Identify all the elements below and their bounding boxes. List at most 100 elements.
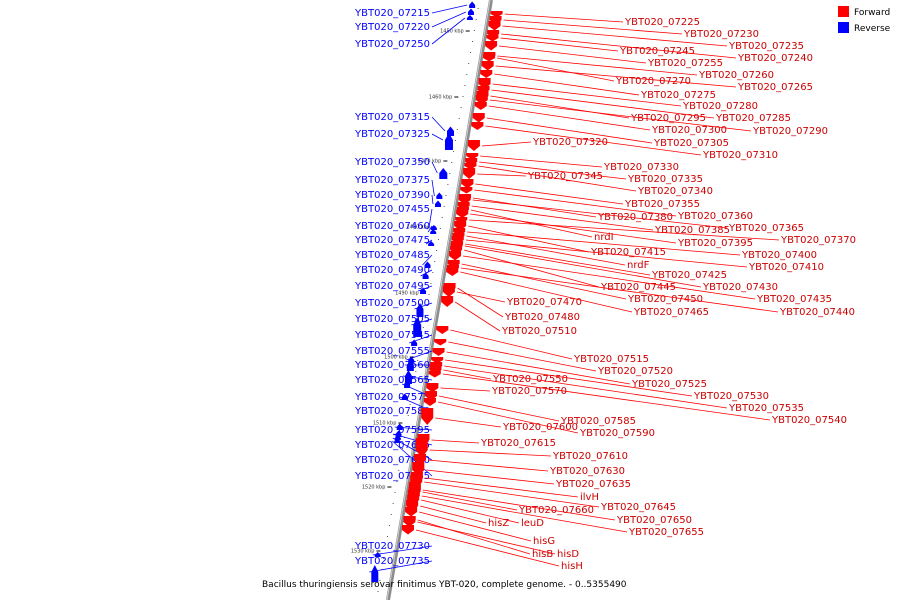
reverse-gene-label: YBT020_07580 (354, 406, 430, 417)
forward-gene-connector (501, 33, 737, 59)
forward-gene-feature (488, 21, 501, 31)
forward-gene-label: hisB (532, 549, 553, 560)
forward-gene-label: YBT020_07245 (619, 46, 695, 57)
forward-gene-feature (434, 339, 447, 346)
track-dot (464, 85, 466, 86)
track-dot (477, 8, 479, 9)
forward-gene-connector (462, 255, 756, 300)
reverse-gene-connector (431, 179, 435, 197)
forward-gene-label: YBT020_07615 (480, 438, 556, 449)
forward-gene-label: YBT020_07385 (654, 225, 730, 236)
reverse-gene-feature (422, 272, 429, 279)
reverse-gene-label: YBT020_07605 (354, 440, 430, 451)
forward-gene-feature (423, 398, 436, 406)
forward-gene-connector (503, 19, 683, 35)
forward-gene-feature (485, 41, 498, 51)
forward-gene-connector (424, 481, 600, 508)
reverse-gene-connector (431, 4, 468, 14)
track-dot (470, 52, 472, 53)
track-dot (443, 206, 445, 207)
track-dot (456, 129, 458, 130)
reverse-gene-connector (414, 302, 433, 310)
forward-gene-label: YBT020_07435 (756, 294, 832, 305)
reverse-gene-connector (392, 440, 433, 477)
forward-gene-label: YBT020_07360 (677, 211, 753, 222)
forward-gene-connector (450, 329, 573, 360)
forward-gene-label: YBT020_07415 (590, 247, 666, 258)
reverse-gene-feature (413, 317, 422, 337)
track-dot (409, 404, 411, 405)
reverse-gene-label: YBT020_07460 (354, 221, 430, 232)
forward-gene-connector (496, 57, 615, 82)
reverse-gene-connector (420, 269, 433, 277)
reverse-gene-feature (394, 438, 401, 443)
forward-gene-label: YBT020_07275 (640, 90, 716, 101)
reverse-gene-label: YBT020_07560 (354, 360, 430, 371)
forward-gene-label: YBT020_07340 (637, 186, 713, 197)
reverse-gene-feature (371, 565, 379, 582)
forward-gene-label: YBT020_07305 (653, 138, 729, 149)
forward-gene-feature (441, 296, 454, 307)
forward-gene-label: YBT020_07590 (579, 428, 655, 439)
reverse-gene-feature (404, 380, 411, 388)
reverse-gene-connector (372, 545, 433, 556)
forward-gene-feature (430, 362, 443, 370)
scale-tick-label: 1510 kbp (373, 421, 397, 427)
reverse-gene-label: YBT020_07625 (354, 471, 430, 482)
track-dot (437, 239, 439, 240)
forward-gene-connector (465, 243, 651, 276)
forward-gene-feature (455, 217, 468, 224)
legend-label: Reverse (854, 24, 891, 34)
track-dot (426, 305, 428, 306)
reverse-gene-connector (394, 426, 433, 431)
reverse-gene-label: YBT020_07595 (354, 425, 430, 436)
reverse-gene-label: YBT020_07575 (354, 392, 430, 403)
track-dot (396, 481, 398, 482)
track-dot (445, 195, 447, 196)
reverse-gene-label: YBT020_07620 (354, 455, 430, 466)
forward-gene-connector (469, 219, 780, 241)
track-dot (385, 547, 387, 548)
reverse-gene-feature (396, 423, 403, 430)
forward-gene-label: YBT020_07320 (532, 137, 608, 148)
track-dot (422, 327, 424, 328)
forward-gene-label: hisZ (488, 518, 509, 529)
reverse-gene-label: YBT020_07485 (354, 250, 430, 261)
forward-gene-label: YBT020_07630 (549, 466, 625, 477)
reverse-gene-label: YBT020_07490 (354, 265, 430, 276)
forward-gene-feature (446, 265, 459, 272)
scale-tick-label: 1470 kbp (418, 159, 442, 165)
legend-swatch (838, 22, 849, 33)
reverse-gene-label: YBT020_07325 (354, 129, 430, 140)
forward-gene-label: YBT020_07550 (492, 374, 568, 385)
reverse-gene-label: YBT020_07500 (354, 298, 430, 309)
genome-backbone-highlight (386, 0, 491, 600)
forward-gene-connector (477, 173, 527, 177)
reverse-gene-label: YBT020_07455 (354, 204, 430, 215)
track-dot (475, 19, 477, 20)
forward-gene-feature (402, 525, 415, 535)
forward-gene-connector (435, 417, 502, 428)
track-dot (453, 151, 455, 152)
forward-gene-connector (440, 387, 491, 392)
reverse-gene-feature (439, 168, 448, 179)
reverse-gene-feature (430, 229, 437, 234)
reverse-gene-label: YBT020_07350 (354, 157, 430, 168)
track-dot (407, 415, 409, 416)
track-dot (379, 580, 381, 581)
forward-gene-feature (475, 95, 488, 105)
track-dot (468, 63, 470, 64)
forward-gene-connector (466, 235, 626, 266)
forward-gene-label: YBT020_07400 (741, 250, 817, 261)
forward-gene-label: nrdI (594, 232, 614, 243)
legend-label: Forward (854, 8, 890, 18)
forward-gene-feature (450, 243, 463, 250)
forward-gene-label: YBT020_07345 (527, 171, 603, 182)
forward-gene-connector (492, 83, 682, 107)
forward-gene-connector (419, 511, 532, 542)
reverse-gene-connector (425, 239, 433, 245)
track-dot (424, 316, 426, 317)
forward-gene-connector (438, 395, 560, 422)
track-dot (451, 162, 453, 163)
forward-gene-connector (422, 489, 616, 521)
